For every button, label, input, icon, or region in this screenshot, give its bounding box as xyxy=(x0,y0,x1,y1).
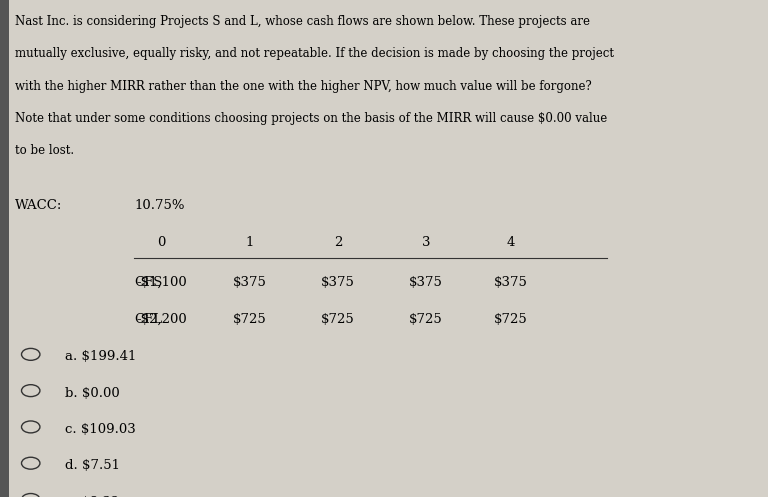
Text: 1: 1 xyxy=(246,236,253,249)
Bar xyxy=(0,0,9,497)
Text: with the higher MIRR rather than the one with the higher NPV, how much value wil: with the higher MIRR rather than the one… xyxy=(15,80,592,92)
Text: $725: $725 xyxy=(321,313,355,326)
Text: Nast Inc. is considering Projects S and L, whose cash flows are shown below. The: Nast Inc. is considering Projects S and … xyxy=(15,15,591,28)
Text: $725: $725 xyxy=(494,313,528,326)
Text: $375: $375 xyxy=(321,276,355,289)
Text: -$1,100: -$1,100 xyxy=(136,276,187,289)
Text: $725: $725 xyxy=(409,313,443,326)
Text: c. $109.03: c. $109.03 xyxy=(65,423,136,436)
Text: $375: $375 xyxy=(409,276,443,289)
Text: a. $199.41: a. $199.41 xyxy=(65,350,137,363)
Text: 3: 3 xyxy=(422,236,431,249)
Text: $725: $725 xyxy=(233,313,266,326)
Text: to be lost.: to be lost. xyxy=(15,144,74,157)
Text: Note that under some conditions choosing projects on the basis of the MIRR will : Note that under some conditions choosing… xyxy=(15,112,607,125)
Text: -$2,200: -$2,200 xyxy=(136,313,187,326)
Text: WACC:: WACC: xyxy=(15,199,63,212)
Text: mutually exclusive, equally risky, and not repeatable. If the decision is made b: mutually exclusive, equally risky, and n… xyxy=(15,47,614,60)
Text: e. $8.32: e. $8.32 xyxy=(65,496,120,497)
Text: $375: $375 xyxy=(233,276,266,289)
Text: 10.75%: 10.75% xyxy=(134,199,185,212)
Text: d. $7.51: d. $7.51 xyxy=(65,459,121,472)
Text: $375: $375 xyxy=(494,276,528,289)
Text: 2: 2 xyxy=(334,236,342,249)
Text: 4: 4 xyxy=(507,236,515,249)
Text: 0: 0 xyxy=(157,236,165,249)
Text: CFS: CFS xyxy=(134,276,163,289)
Text: CFL: CFL xyxy=(134,313,163,326)
Text: b. $0.00: b. $0.00 xyxy=(65,387,120,400)
